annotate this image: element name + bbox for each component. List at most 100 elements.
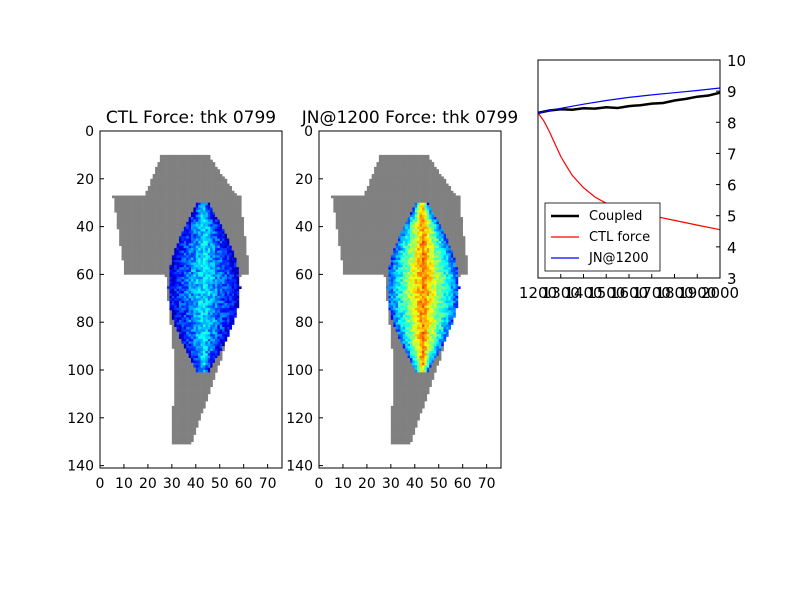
heatmap-cell xyxy=(155,209,158,213)
heatmap-cell xyxy=(429,159,432,163)
heatmap-cell xyxy=(195,272,199,275)
heatmap-cell xyxy=(155,238,158,242)
heatmap-cell xyxy=(395,171,399,175)
heatmap-cell xyxy=(171,298,175,301)
heatmap-cell xyxy=(236,269,240,273)
heatmap-cell xyxy=(188,350,192,354)
heatmap-cell xyxy=(195,171,199,175)
heatmap-cell xyxy=(219,358,223,361)
heatmap-cell xyxy=(188,417,192,421)
heatmap-cell xyxy=(441,197,444,201)
heatmap-cell xyxy=(429,190,432,194)
heatmap-cell xyxy=(174,405,177,409)
heatmap-cell xyxy=(181,190,185,194)
heatmap-cell xyxy=(405,219,408,223)
heatmap-cell xyxy=(202,188,206,192)
heatmap-cell xyxy=(164,224,168,227)
heatmap-cell xyxy=(131,262,134,266)
heatmap-cell xyxy=(369,195,372,199)
heatmap-cell xyxy=(183,317,187,321)
heatmap-cell xyxy=(419,162,423,165)
heatmap-cell xyxy=(224,331,228,335)
heatmap-cell xyxy=(186,162,189,165)
heatmap-cell xyxy=(405,228,408,232)
heatmap-cell xyxy=(402,202,406,206)
heatmap-cell xyxy=(231,202,235,206)
heatmap-cell xyxy=(429,224,432,227)
heatmap-cell xyxy=(443,190,447,194)
heatmap-cell xyxy=(388,183,392,187)
heatmap-cell xyxy=(407,169,411,172)
heatmap-cell xyxy=(152,255,156,258)
heatmap-cell xyxy=(183,262,187,266)
heatmap-cell xyxy=(354,209,358,213)
heatmap-cell xyxy=(417,159,420,163)
heatmap-cell xyxy=(369,183,372,187)
heatmap-cell xyxy=(169,317,173,321)
heatmap-cell xyxy=(186,401,189,404)
heatmap-cell xyxy=(171,329,175,333)
heatmap-cell xyxy=(376,231,380,235)
heatmap-cell xyxy=(133,267,137,270)
heatmap-cell xyxy=(224,324,228,328)
heatmap-cell xyxy=(167,181,170,184)
heatmap-cell xyxy=(186,157,189,160)
heatmap-cell xyxy=(181,381,185,385)
heatmap-cell xyxy=(214,219,218,223)
heatmap-cell xyxy=(186,322,189,325)
heatmap-cell xyxy=(222,298,225,301)
heatmap-cell xyxy=(210,315,213,318)
heatmap-cell xyxy=(205,326,209,330)
heatmap-cell xyxy=(167,269,170,273)
heatmap-cell xyxy=(126,267,130,270)
heatmap-cell xyxy=(450,228,454,232)
heatmap-cell xyxy=(128,205,132,208)
heatmap-cell xyxy=(193,336,197,340)
heatmap-cell xyxy=(421,214,425,218)
heatmap-cell xyxy=(198,207,201,211)
heatmap-cell xyxy=(224,307,228,311)
heatmap-cell xyxy=(207,338,211,342)
heatmap-cell xyxy=(222,322,225,325)
heatmap-cell xyxy=(383,183,387,187)
heatmap-cell xyxy=(174,324,177,328)
heatmap-cell xyxy=(347,224,351,227)
heatmap-cell xyxy=(181,384,185,388)
heatmap-cell xyxy=(183,305,187,309)
heatmap-cell xyxy=(219,267,223,270)
heatmap-cell xyxy=(162,272,165,275)
heatmap-cell xyxy=(345,226,349,230)
heatmap-cell xyxy=(210,183,213,187)
heatmap-cell xyxy=(352,207,356,211)
heatmap-cell xyxy=(159,169,163,172)
heatmap-cell xyxy=(448,219,452,223)
heatmap-cell xyxy=(371,193,375,196)
heatmap-cell xyxy=(167,226,170,230)
heatmap-cell xyxy=(183,154,187,158)
heatmap-cell xyxy=(198,386,201,390)
heatmap-cell xyxy=(457,226,461,230)
heatmap-cell xyxy=(188,346,192,349)
heatmap-cell xyxy=(188,365,192,368)
heatmap-cell xyxy=(388,154,392,158)
heatmap-cell xyxy=(229,226,233,230)
heatmap-cell xyxy=(395,217,399,220)
heatmap-cell xyxy=(171,267,175,270)
heatmap-cell xyxy=(246,269,249,273)
heatmap-cell xyxy=(169,219,173,223)
heatmap-cell xyxy=(145,224,149,227)
heatmap-cell xyxy=(186,362,189,366)
heatmap-cell xyxy=(174,169,177,172)
heatmap-cell xyxy=(366,195,370,199)
heatmap-cell xyxy=(222,219,225,223)
heatmap-cell xyxy=(202,224,206,227)
heatmap-cell xyxy=(429,221,432,225)
heatmap-cell xyxy=(369,200,372,204)
heatmap-cell xyxy=(159,224,163,227)
heatmap-cell xyxy=(362,214,365,218)
heatmap-cell xyxy=(186,386,189,390)
heatmap-cell xyxy=(147,228,151,232)
heatmap-cell xyxy=(390,214,394,218)
heatmap-cell xyxy=(224,190,228,194)
heatmap-cell xyxy=(150,214,153,218)
